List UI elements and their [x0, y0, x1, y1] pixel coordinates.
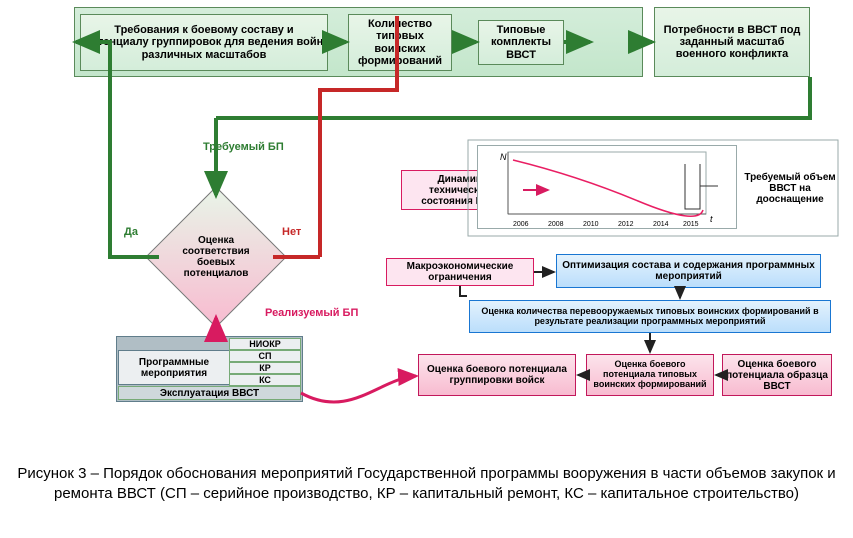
svg-text:2006: 2006	[513, 221, 529, 228]
svg-text:2015: 2015	[683, 221, 699, 228]
box-bp-form: Оценка боевого потенциала типовых воинск…	[586, 354, 714, 396]
box-opt: Оптимизация состава и содержания програм…	[556, 254, 821, 288]
label-realized-bp: Реализуемый БП	[265, 307, 358, 319]
label-yes: Да	[124, 226, 138, 238]
decision-assessment: Оценка соответствия боевых потенциалов	[166, 207, 266, 307]
decision-label: Оценка соответствия боевых потенциалов	[166, 235, 266, 279]
figure-caption: Рисунок 3 – Порядок обоснования мероприя…	[0, 464, 853, 503]
box-needs: Потребности в ВВСТ под заданный масштаб …	[654, 7, 810, 77]
chart-side-label: Требуемый объем ВВСТ на дооснащение	[742, 172, 838, 205]
row-niokr: НИОКР	[229, 338, 301, 350]
mini-chart: N t 2006 2008 2010 2012 2014 2015	[477, 145, 737, 229]
svg-text:2014: 2014	[653, 221, 669, 228]
row-sp: СП	[229, 350, 301, 362]
row-ks: КС	[229, 374, 301, 386]
box-bp-group: Оценка боевого потенциала группировки во…	[418, 354, 576, 396]
svg-text:2012: 2012	[618, 221, 634, 228]
svg-text:N: N	[500, 152, 507, 162]
prog-header: Программные мероприятия	[118, 350, 230, 385]
label-required-bp: Требуемый БП	[203, 141, 284, 153]
svg-text:t: t	[710, 214, 713, 224]
box-macro: Макроэкономические ограничения	[386, 258, 534, 286]
box-assess-qty: Оценка количества перевооружаемых типовы…	[469, 300, 831, 333]
prog-footer: Эксплуатация ВВСТ	[118, 386, 301, 400]
chart-svg: N t 2006 2008 2010 2012 2014 2015	[478, 146, 738, 230]
box-kits: Типовые комплекты ВВСТ	[478, 20, 564, 65]
box-count: Количество типовых воинских формирований	[348, 14, 452, 71]
box-requirements: Требования к боевому составу и потенциал…	[80, 14, 328, 71]
row-kr: КР	[229, 362, 301, 374]
svg-text:2010: 2010	[583, 221, 599, 228]
label-no: Нет	[282, 226, 301, 238]
box-bp-sample: Оценка боевого потенциала образца ВВСТ	[722, 354, 832, 396]
svg-text:2008: 2008	[548, 221, 564, 228]
